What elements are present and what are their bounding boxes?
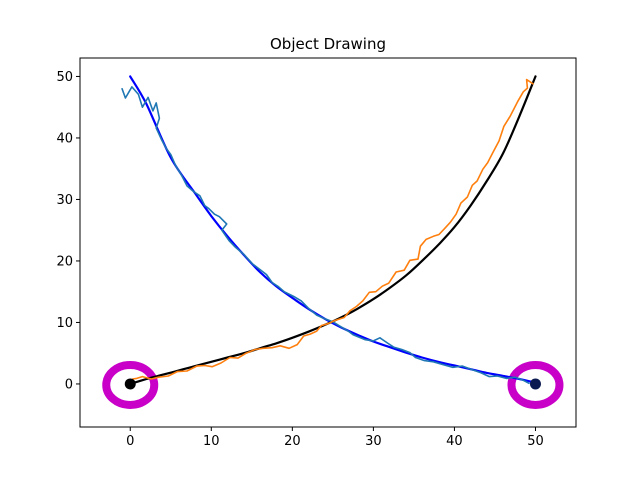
x-tick-label: 20 xyxy=(284,434,301,449)
y-tick-label: 20 xyxy=(56,254,73,269)
smooth-curve-0 xyxy=(129,75,537,384)
y-tick-label: 0 xyxy=(65,377,73,392)
start-marker-ring xyxy=(102,360,159,409)
plot-area xyxy=(102,75,564,409)
y-tick-label: 40 xyxy=(56,131,73,146)
x-tick-label: 30 xyxy=(365,434,382,449)
end-marker-ring xyxy=(507,360,564,409)
x-tick-label: 50 xyxy=(527,434,544,449)
smooth-curve-1 xyxy=(129,75,537,385)
x-tick-label: 0 xyxy=(126,434,134,449)
x-axis: 0 10 20 30 40 50 xyxy=(126,427,544,449)
x-tick-label: 40 xyxy=(446,434,463,449)
chart-title: Object Drawing xyxy=(270,35,386,53)
start-marker-dot xyxy=(124,378,136,390)
y-axis: 0 10 20 30 40 50 xyxy=(56,70,80,392)
drawn-curve-3 xyxy=(131,78,534,385)
y-tick-label: 50 xyxy=(56,70,73,85)
drawn-curve-2 xyxy=(121,86,530,385)
axes-frame xyxy=(79,57,577,428)
end-marker-dot xyxy=(529,378,541,390)
y-tick-label: 30 xyxy=(56,193,73,208)
x-tick-label: 10 xyxy=(203,434,220,449)
y-tick-label: 10 xyxy=(56,316,73,331)
